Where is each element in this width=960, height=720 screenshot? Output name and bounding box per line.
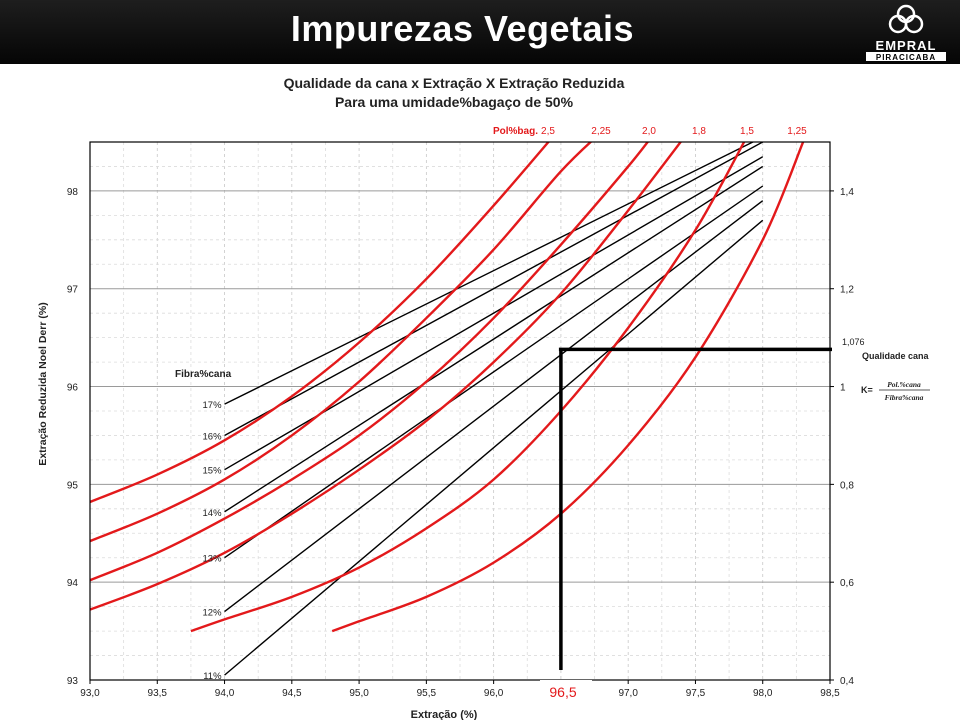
logo-name: EMPRAL bbox=[876, 38, 937, 53]
pol-curve-label: 2,5 bbox=[541, 126, 555, 137]
pol-curve-3 bbox=[90, 142, 683, 611]
right-tick-label: 0,8 bbox=[840, 480, 854, 491]
pol-curve-0 bbox=[90, 142, 550, 504]
formula-denominator: Fibra%cana bbox=[885, 393, 924, 402]
pol-curve-1 bbox=[90, 142, 593, 543]
pol-legend-label: Pol%bag. bbox=[493, 126, 538, 137]
pol-curve-label: 1,8 bbox=[692, 126, 706, 137]
fiber-label: 13% bbox=[203, 554, 223, 565]
right-tick-label: 1 bbox=[840, 383, 846, 394]
x-tick-label: 96,0 bbox=[484, 688, 504, 699]
y-tick-label: 96 bbox=[67, 383, 79, 394]
fiber-line-17 bbox=[224, 142, 755, 405]
x-tick-label: 95,5 bbox=[417, 688, 437, 699]
fiber-legend-label: Fibra%cana bbox=[175, 369, 232, 380]
logo-subtitle: PIRACICABA bbox=[876, 53, 936, 62]
empral-logo: EMPRAL PIRACICABA bbox=[866, 4, 946, 62]
pol-curve-label: 2,0 bbox=[642, 126, 656, 137]
pol-curve-label: 1,25 bbox=[787, 126, 807, 137]
fiber-label: 11% bbox=[203, 671, 222, 682]
pol-curve-label: 2,25 bbox=[591, 126, 611, 137]
x-tick-label: 93,5 bbox=[148, 688, 168, 699]
right-tick-label: 1,2 bbox=[840, 285, 854, 296]
pol-curve-4 bbox=[190, 142, 746, 633]
formula-numerator: Pol.%cana bbox=[887, 380, 921, 389]
fiber-label: 17% bbox=[203, 400, 223, 411]
slide-title: Impurezas Vegetais bbox=[290, 8, 635, 49]
y-tick-label: 98 bbox=[67, 187, 79, 198]
fiber-label: 16% bbox=[203, 431, 223, 442]
y-tick-label: 93 bbox=[67, 676, 79, 687]
x-tick-label: 97,0 bbox=[618, 688, 638, 699]
axis-ticks: 93,0 93,5 94,0 94,5 95,0 95,5 96,0 96,5 97,0 97,5… bbox=[67, 126, 854, 699]
right-tick-label: 0,6 bbox=[840, 578, 854, 589]
chart: 93,0 93,5 94,0 94,5 95,0 95,5 96,0 96,5 97,0 97,5… bbox=[37, 75, 930, 720]
right-tick-label: 1,4 bbox=[840, 187, 854, 198]
pol-curve-label: 1,5 bbox=[740, 126, 754, 137]
fiber-label: 14% bbox=[203, 508, 223, 519]
fiber-line-16 bbox=[224, 142, 764, 437]
quality-value-label: 1,076 bbox=[842, 337, 865, 347]
x-tick-label: 97,5 bbox=[686, 688, 706, 699]
fiber-line-14 bbox=[224, 165, 764, 513]
quality-formula: K= Pol.%cana Fibra%cana bbox=[861, 380, 930, 402]
chart-title: Qualidade da cana x Extração X Extração … bbox=[284, 75, 625, 91]
chart-subtitle: Para uma umidade%bagaço de 50% bbox=[335, 94, 574, 110]
x-tick-label: 93,0 bbox=[80, 688, 100, 699]
fiber-lines bbox=[224, 142, 764, 676]
fiber-line-13 bbox=[224, 185, 764, 559]
pol-curves bbox=[90, 142, 805, 633]
x-axis-label: Extração (%) bbox=[411, 709, 478, 720]
right-tick-label: 0,4 bbox=[840, 676, 854, 687]
x-tick-label: 98,0 bbox=[753, 688, 773, 699]
fiber-line-12 bbox=[224, 200, 764, 613]
pol-curve-5 bbox=[331, 142, 805, 633]
x-tick-label: 98,5 bbox=[820, 688, 840, 699]
formula-prefix: K= bbox=[861, 385, 873, 395]
extraction-value-label: 96,5 bbox=[549, 684, 576, 700]
plot-frame bbox=[89, 141, 831, 681]
y-tick-label: 97 bbox=[67, 285, 79, 296]
y-axis-label: Extração Reduzida Noel Derr (%) bbox=[37, 302, 49, 465]
highlight-lines bbox=[558, 347, 832, 670]
fiber-label: 15% bbox=[203, 466, 223, 477]
fiber-label: 12% bbox=[203, 608, 223, 619]
y-tick-label: 94 bbox=[67, 578, 79, 589]
x-tick-label: 95,0 bbox=[349, 688, 369, 699]
right-axis-label: Qualidade cana bbox=[862, 351, 930, 361]
y-tick-label: 95 bbox=[67, 480, 79, 491]
slide-header: Impurezas Vegetais EMPRAL PIRACICABA bbox=[0, 0, 960, 64]
pol-curve-2 bbox=[90, 142, 650, 582]
grid-lines bbox=[90, 142, 830, 680]
extraction-value-box bbox=[540, 680, 592, 704]
x-tick-label: 94,0 bbox=[215, 688, 235, 699]
fiber-line-11 bbox=[224, 219, 764, 676]
x-tick-label: 94,5 bbox=[282, 688, 302, 699]
